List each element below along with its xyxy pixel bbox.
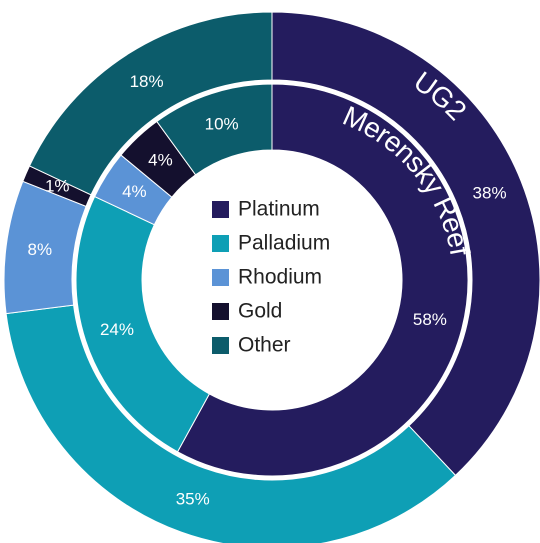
legend: Platinum Palladium Rhodium Gold Other <box>212 198 330 357</box>
legend-label: Palladium <box>238 232 330 255</box>
legend-swatch <box>212 337 229 354</box>
legend-swatch <box>212 303 229 320</box>
legend-label: Gold <box>238 300 282 323</box>
legend-swatch <box>212 269 229 286</box>
data-label: 24% <box>100 320 134 339</box>
segment <box>75 195 211 453</box>
data-label: 4% <box>148 151 173 170</box>
data-label: 4% <box>122 182 147 201</box>
data-label: 1% <box>45 177 70 196</box>
data-label: 38% <box>473 183 507 202</box>
segment <box>5 304 457 543</box>
legend-label: Platinum <box>238 198 320 221</box>
data-label: 18% <box>130 72 164 91</box>
data-label: 8% <box>28 240 53 259</box>
legend-swatch <box>212 235 229 252</box>
legend-swatch <box>212 201 229 218</box>
labels: 38% 35% 8% 1% 18% 58% 24% 4%4% 10% <box>28 72 507 509</box>
data-label: 10% <box>205 114 239 133</box>
legend-label: Rhodium <box>238 266 322 289</box>
rings <box>3 11 540 543</box>
data-label: 35% <box>176 490 210 509</box>
segment <box>271 11 540 477</box>
legend-label: Other <box>238 334 291 357</box>
segment <box>176 83 469 477</box>
segment <box>156 83 273 176</box>
data-label: 58% <box>413 310 447 329</box>
segment <box>28 11 273 196</box>
